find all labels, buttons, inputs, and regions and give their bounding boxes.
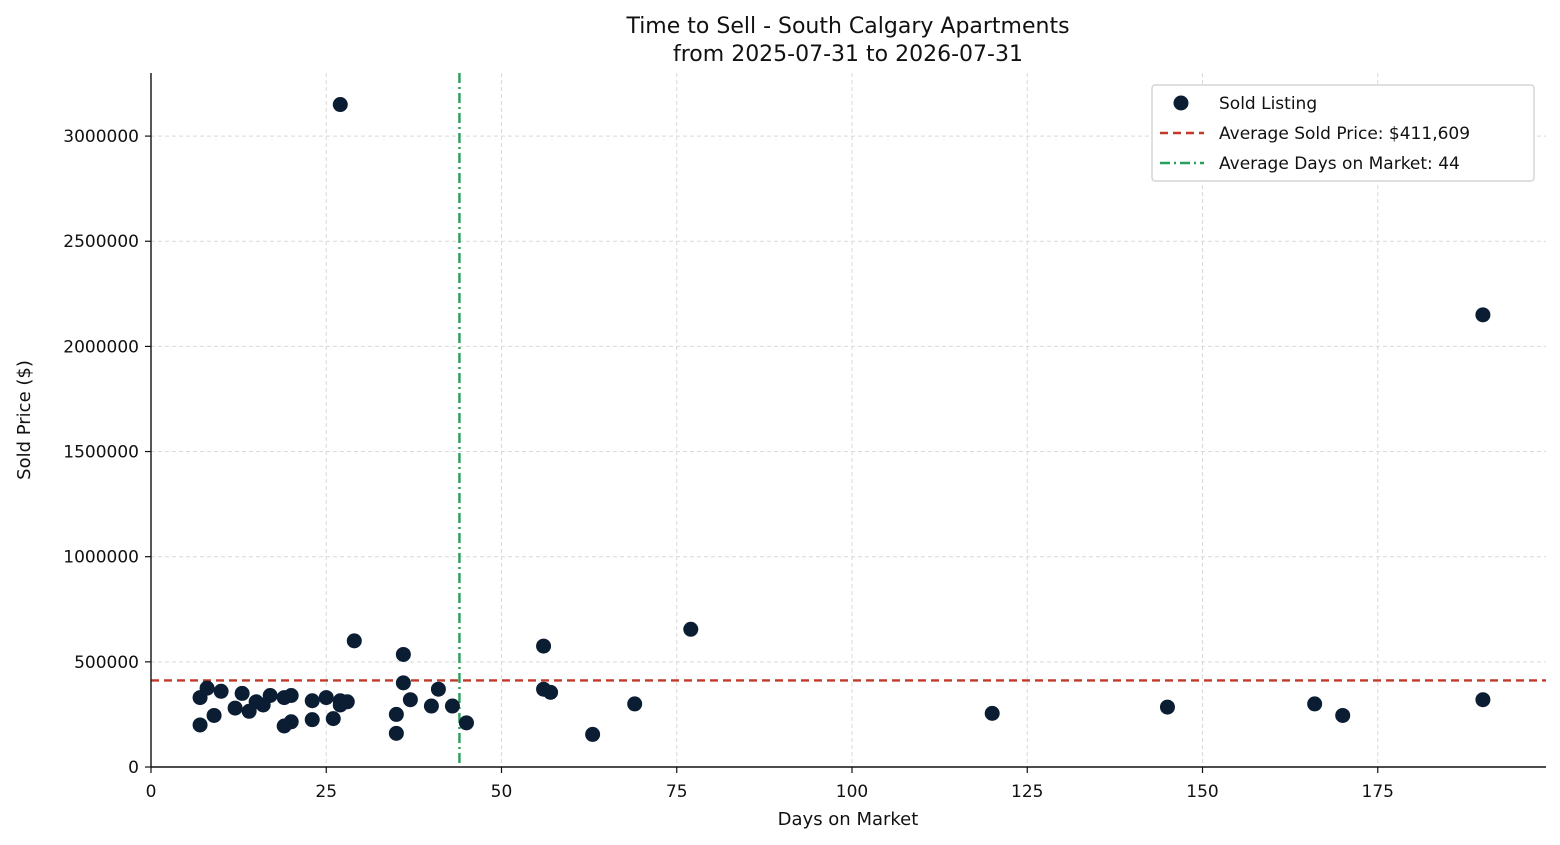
- x-tick-label: 75: [666, 782, 688, 802]
- x-tick-label: 25: [315, 782, 337, 802]
- legend-box: [1151, 84, 1535, 182]
- legend-label-sold-listing: Sold Listing: [1219, 94, 1317, 114]
- sold-listing-point: [304, 693, 320, 709]
- chart-title: Time to Sell - South Calgary Apartments: [625, 14, 1069, 39]
- x-axis-label: Days on Market: [778, 809, 919, 830]
- x-tick-label: 0: [146, 782, 157, 802]
- sold-listing-point: [346, 633, 362, 649]
- y-tick-label: 3000000: [63, 127, 139, 147]
- sold-listing-point: [388, 725, 404, 741]
- sold-listing-point: [627, 696, 643, 712]
- sold-listing-point: [543, 684, 559, 700]
- sold-listing-point: [332, 97, 348, 113]
- y-tick-label: 1500000: [63, 443, 139, 463]
- sold-listing-point: [683, 621, 699, 637]
- data-points: [192, 97, 1491, 742]
- y-tick-label: 2500000: [63, 232, 139, 252]
- sold-listing-point: [192, 717, 208, 733]
- sold-listing-point: [458, 715, 474, 731]
- sold-listing-point: [206, 707, 222, 723]
- x-tick-label: 125: [1011, 782, 1043, 802]
- sold-listing-point: [213, 683, 229, 699]
- sold-listing-point: [339, 694, 355, 710]
- sold-listing-point: [536, 638, 552, 654]
- sold-listing-point: [1475, 307, 1491, 323]
- sold-listing-point: [430, 681, 446, 697]
- sold-listing-point: [227, 700, 243, 716]
- x-axis-ticks: 0 25 50 75 100 125 150 175: [146, 767, 1394, 802]
- x-tick-label: 150: [1186, 782, 1218, 802]
- sold-listing-point: [585, 726, 601, 742]
- sold-listing-point: [234, 685, 250, 701]
- y-axis-label: Sold Price ($): [14, 360, 35, 480]
- sold-listing-point: [199, 680, 215, 696]
- x-tick-label: 50: [491, 782, 513, 802]
- sold-listing-point: [283, 687, 299, 703]
- y-axis-ticks: 0 500000 1000000 1500000 2000000 2500000 30000…: [63, 127, 151, 778]
- sold-listing-point: [262, 687, 278, 703]
- sold-listing-point: [444, 698, 460, 714]
- legend-label-average-price: Average Sold Price: $411,609: [1219, 124, 1470, 144]
- sold-listing-point: [984, 705, 1000, 721]
- chart-subtitle: from 2025-07-31 to 2026-07-31: [673, 42, 1023, 67]
- sold-listing-point: [402, 692, 418, 708]
- sold-listing-point: [423, 698, 439, 714]
- sold-listing-point: [1159, 699, 1175, 715]
- sold-listing-point: [325, 711, 341, 727]
- sold-listing-point: [318, 690, 334, 706]
- y-tick-label: 0: [128, 758, 139, 778]
- y-tick-label: 500000: [74, 653, 139, 673]
- x-tick-label: 100: [836, 782, 868, 802]
- sold-listing-point: [1475, 692, 1491, 708]
- sold-listing-point: [395, 675, 411, 691]
- sold-listing-point: [304, 712, 320, 728]
- sold-listing-point: [283, 714, 299, 730]
- x-tick-label: 175: [1362, 782, 1394, 802]
- y-tick-label: 1000000: [63, 548, 139, 568]
- sold-listing-point: [395, 646, 411, 662]
- y-tick-label: 2000000: [63, 337, 139, 357]
- legend-label-average-days: Average Days on Market: 44: [1219, 154, 1460, 174]
- sold-listing-point: [1307, 696, 1323, 712]
- sold-listing-point: [388, 706, 404, 722]
- legend: Sold Listing Average Sold Price: $411,60…: [1151, 84, 1535, 182]
- sold-listing-point: [1335, 707, 1351, 723]
- legend-marker-sold-listing: [1173, 95, 1189, 111]
- reference-lines: [151, 73, 1546, 767]
